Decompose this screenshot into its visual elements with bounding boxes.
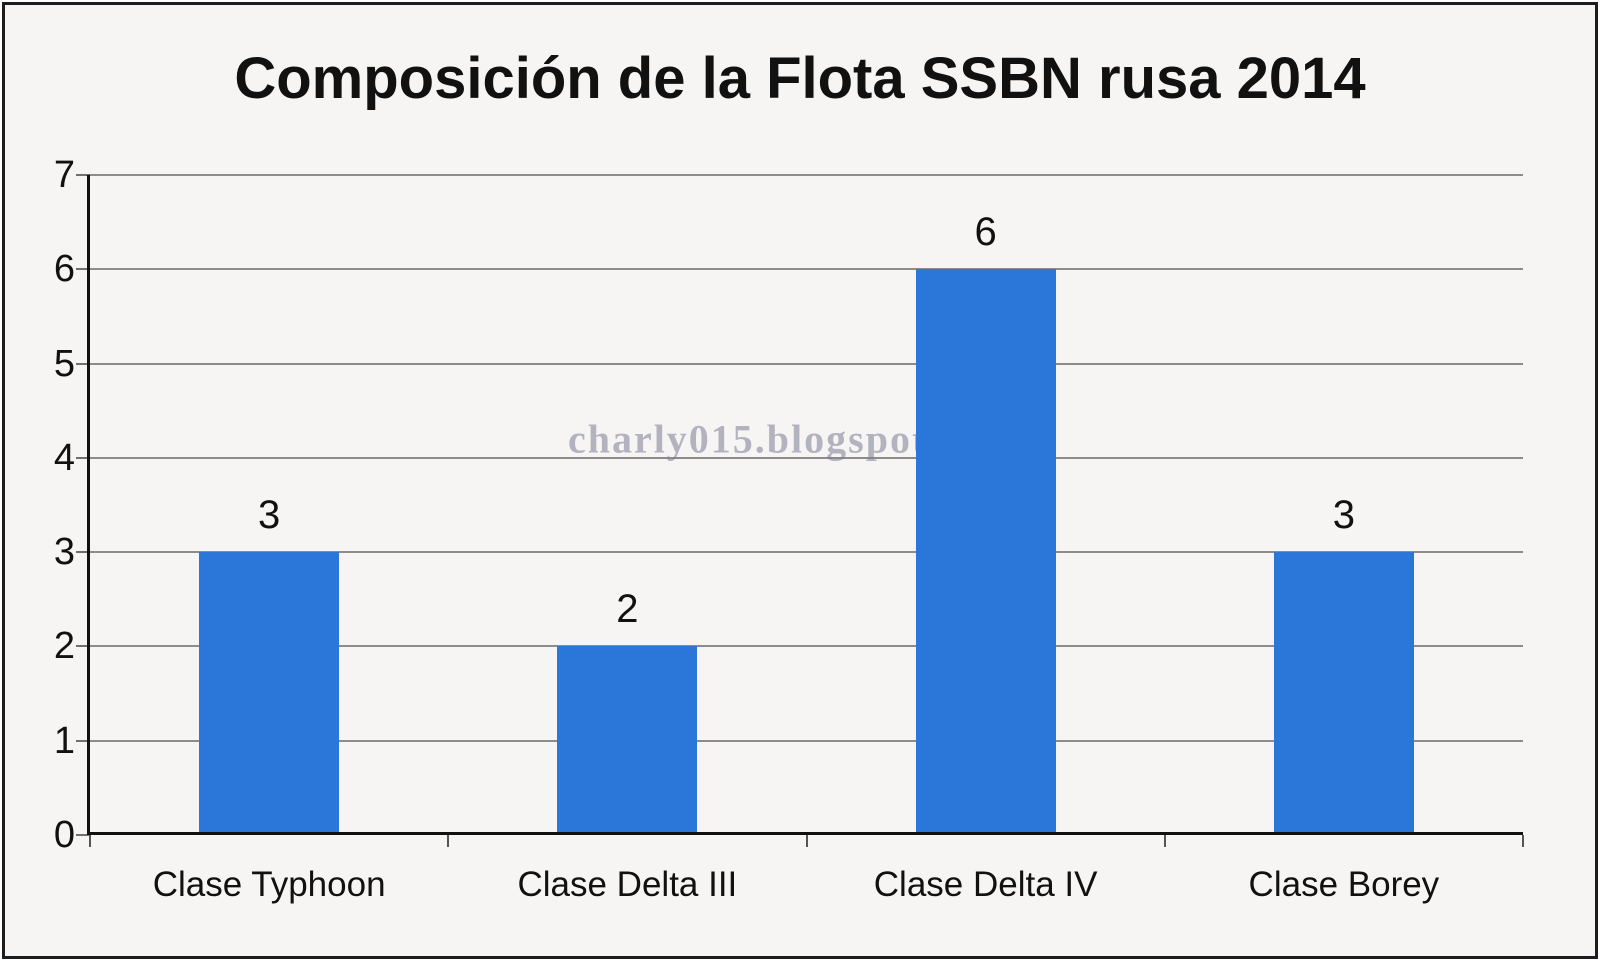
y-axis-tick	[76, 739, 90, 742]
gridline	[90, 362, 1523, 365]
y-axis-tick	[76, 456, 90, 459]
y-axis-tick	[76, 174, 90, 176]
y-axis-labels: 0 1 2 3 4 5 6 7	[13, 154, 75, 856]
x-axis-tick	[1522, 835, 1524, 847]
bar-clase-borey	[1273, 552, 1414, 835]
y-tick-label: 3	[53, 531, 75, 574]
x-axis-line	[87, 832, 1523, 835]
bar-value-label: 6	[974, 210, 997, 255]
y-tick-label: 6	[53, 248, 75, 291]
gridline	[90, 268, 1523, 271]
y-tick-label: 2	[53, 625, 75, 668]
x-tick-label: Clase Delta III	[517, 865, 738, 904]
bar-value-label: 3	[1332, 493, 1355, 538]
chart-title: Composición de la Flota SSBN rusa 2014	[234, 46, 1366, 111]
bar-clase-delta-iii	[557, 646, 698, 835]
gridline	[90, 174, 1523, 176]
y-axis-tick	[76, 834, 90, 836]
bar-clase-delta-iv	[915, 269, 1056, 835]
y-tick-label: 5	[53, 342, 75, 385]
x-tick-label: Clase Borey	[1248, 865, 1440, 904]
y-tick-label: 4	[53, 436, 75, 479]
x-axis-tick	[805, 835, 808, 847]
x-tick-label: Clase Delta IV	[873, 865, 1098, 904]
gridline	[90, 739, 1523, 742]
y-axis-tick	[76, 645, 90, 648]
y-axis-line	[87, 175, 90, 835]
x-tick-label: Clase Typhoon	[152, 865, 386, 904]
x-axis-tick	[1163, 835, 1166, 847]
y-axis-tick	[76, 268, 90, 271]
bar-clase-typhoon	[199, 552, 340, 835]
y-axis-tick	[76, 551, 90, 554]
bar-value-label: 3	[258, 493, 281, 538]
y-tick-label: 0	[53, 814, 75, 856]
y-tick-label: 1	[53, 719, 75, 762]
x-axis-tick	[447, 835, 450, 847]
x-axis-tick	[89, 835, 91, 847]
gridline	[90, 645, 1523, 648]
y-axis-tick	[76, 362, 90, 365]
gridline	[90, 551, 1523, 554]
y-tick-label: 7	[53, 154, 75, 196]
gridline	[90, 456, 1523, 459]
bar-value-label: 2	[616, 587, 639, 632]
x-axis-labels: Clase Typhoon Clase Delta III Clase Delta …	[90, 865, 1523, 925]
